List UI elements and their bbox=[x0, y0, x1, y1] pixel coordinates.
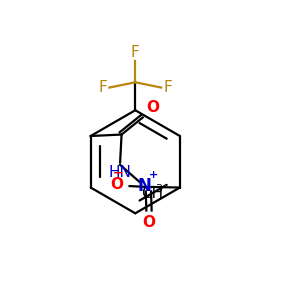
Text: −: − bbox=[113, 167, 124, 180]
Text: F: F bbox=[131, 45, 140, 60]
Text: O: O bbox=[146, 100, 159, 115]
Text: HN: HN bbox=[109, 165, 131, 180]
Text: CH: CH bbox=[141, 186, 163, 201]
Text: O: O bbox=[142, 215, 155, 230]
Text: N: N bbox=[137, 177, 151, 195]
Text: 3: 3 bbox=[155, 184, 162, 194]
Text: F: F bbox=[164, 80, 172, 95]
Text: F: F bbox=[98, 80, 107, 95]
Text: +: + bbox=[149, 170, 158, 181]
Text: O: O bbox=[111, 177, 124, 192]
